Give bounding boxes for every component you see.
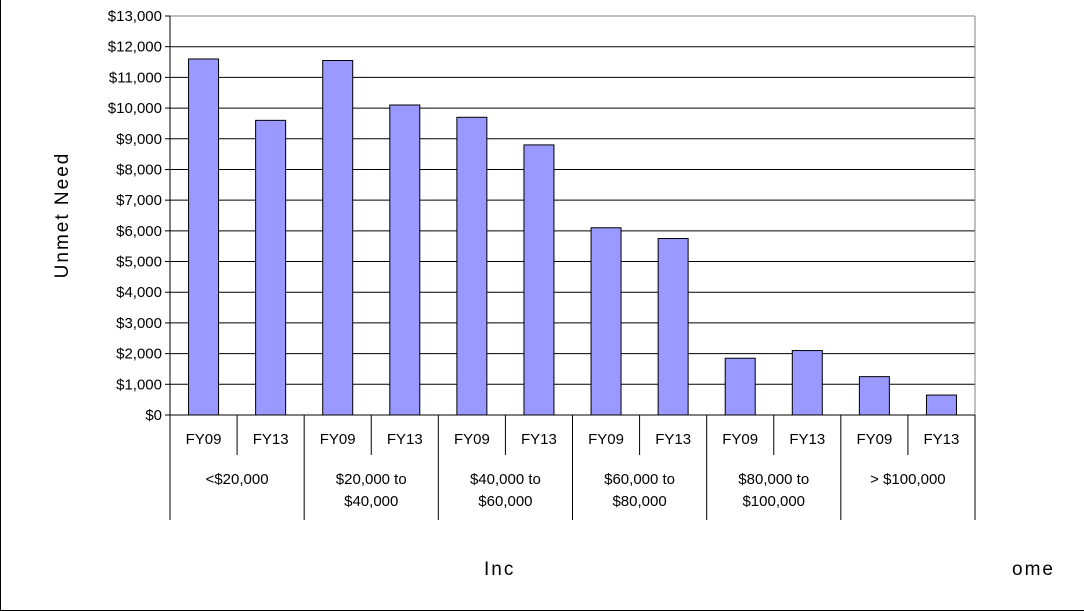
y-tick-labels: $0 $1,000 $2,000 $3,000 $4,000 $5,000 $6,000 $7…: [108, 8, 162, 424]
bar-series-label: FY09: [186, 431, 222, 448]
group-label: $40,000 to: [470, 471, 541, 488]
group-label: $20,000 to: [336, 471, 407, 488]
bar-0-fy13: [255, 119, 287, 416]
y-tick-label: $7,000: [116, 192, 162, 209]
bar-5-fy13: [925, 394, 957, 416]
y-tick-label: $8,000: [116, 161, 162, 178]
bar-1-fy09: [322, 60, 354, 416]
gridlines: [170, 15, 975, 385]
x-category-labels: FY09 FY13 <$20,000 FY09 FY13 $20,000 to $40,00…: [186, 431, 960, 510]
group-label: $60,000 to: [604, 471, 675, 488]
bar-series-label: FY13: [924, 431, 960, 448]
y-tick-label: $3,000: [116, 315, 162, 332]
bar-series-label: FY09: [454, 431, 490, 448]
group-label: $60,000: [478, 493, 532, 510]
group-label: $40,000: [344, 493, 398, 510]
x-axis-title-part-2: ome: [1012, 559, 1055, 580]
bar-0-fy09: [188, 58, 220, 416]
bar-1-fy13: [389, 104, 421, 416]
bar-series-label: FY13: [789, 431, 825, 448]
y-tick-label: $1,000: [116, 376, 162, 393]
y-axis-title: Unmet Need: [52, 152, 73, 279]
bar-series-label: FY09: [588, 431, 624, 448]
bar-series-label: FY13: [387, 431, 423, 448]
y-tick-label: $0: [145, 407, 162, 424]
bar-series-label: FY09: [856, 431, 892, 448]
bar-3-fy13: [657, 238, 689, 416]
bar-series-label: FY09: [722, 431, 758, 448]
y-tick-label: $13,000: [108, 8, 162, 25]
group-label: > $100,000: [870, 471, 946, 488]
bar-series-label: FY13: [655, 431, 691, 448]
group-label: $80,000: [612, 493, 666, 510]
bar-series-label: FY09: [320, 431, 356, 448]
y-tick-label: $6,000: [116, 223, 162, 240]
y-tick-label: $12,000: [108, 39, 162, 56]
y-tick-label: $2,000: [116, 346, 162, 363]
y-tick-label: $4,000: [116, 284, 162, 301]
y-tick-label: $10,000: [108, 100, 162, 117]
group-label: <$20,000: [206, 471, 269, 488]
bar-series-label: FY13: [253, 431, 289, 448]
bar-4-fy09: [724, 357, 756, 416]
group-label: $100,000: [742, 493, 805, 510]
axes: [165, 15, 976, 520]
group-label: $80,000 to: [738, 471, 809, 488]
bar-series-label: FY13: [521, 431, 557, 448]
bar-3-fy09: [590, 227, 622, 416]
y-tick-label: $9,000: [116, 131, 162, 148]
y-tick-label: $11,000: [109, 69, 162, 86]
bar-2-fy09: [456, 116, 488, 416]
bar-5-fy09: [858, 376, 890, 416]
bar-4-fy13: [791, 350, 823, 416]
bar-2-fy13: [523, 144, 555, 416]
y-tick-label: $5,000: [116, 254, 162, 271]
bars: [188, 58, 957, 416]
x-axis-title-part-1: Inc: [484, 559, 515, 580]
